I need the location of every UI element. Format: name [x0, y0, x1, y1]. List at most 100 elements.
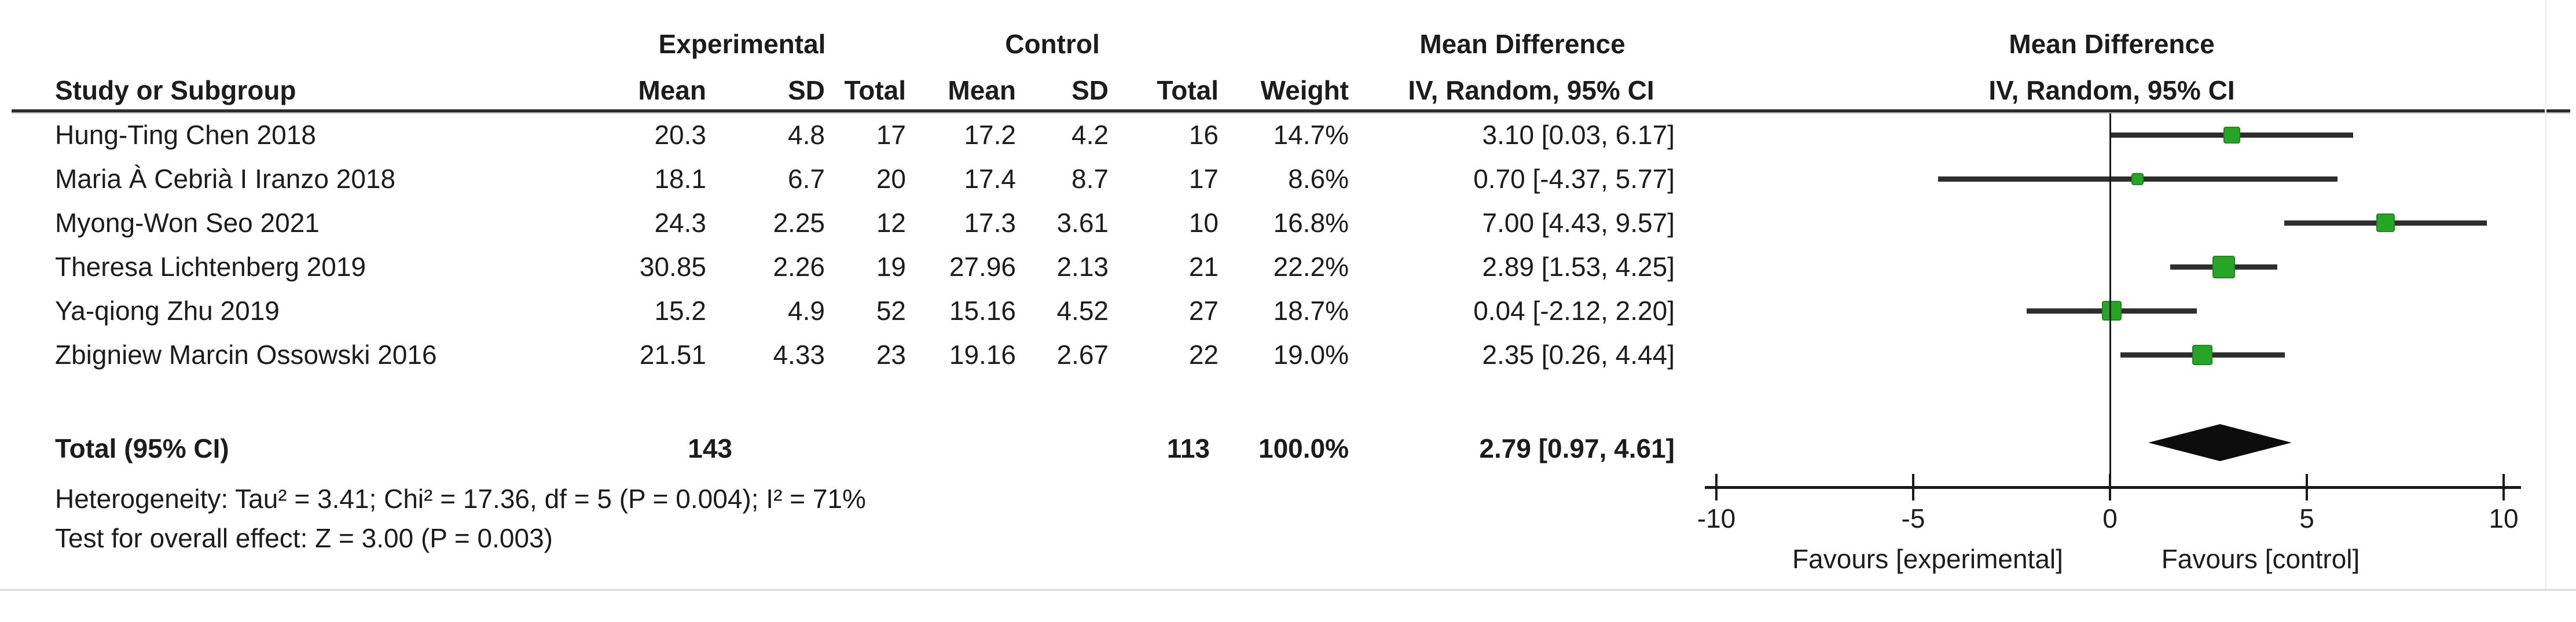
- study-name-cell: Ya-qiong Zhu 2019: [55, 296, 280, 326]
- exp-mean-cell: 15.2: [654, 296, 706, 326]
- md-label-cell: 2.89 [1.53, 4.25]: [1482, 252, 1675, 282]
- axis-tick: [1715, 474, 1718, 500]
- exp-total-cell: 52: [876, 296, 906, 326]
- favours-right-label: Favours [control]: [2161, 544, 2360, 574]
- overall-effect-text: Test for overall effect: Z = 3.00 (P = 0…: [55, 523, 553, 553]
- subheader-exp-total: Total: [844, 75, 906, 105]
- tick-label: 10: [2489, 503, 2519, 533]
- md-label-cell: 2.35 [0.26, 4.44]: [1482, 340, 1675, 370]
- ctl-mean-cell: 15.16: [949, 296, 1016, 326]
- md-label-cell: 7.00 [4.43, 9.57]: [1482, 208, 1675, 238]
- header-rule: [12, 109, 2570, 112]
- summary-diamond: [2148, 424, 2292, 461]
- header-mean-difference-plot: Mean Difference: [2009, 29, 2215, 59]
- exp-sd-cell: 2.25: [773, 208, 825, 238]
- subheader-ctl-mean: Mean: [948, 75, 1016, 105]
- ctl-sd-cell: 4.2: [1072, 120, 1109, 150]
- subheader-exp-mean: Mean: [638, 75, 706, 105]
- ctl-mean-cell: 17.2: [964, 120, 1016, 150]
- ctl-sd-cell: 2.67: [1056, 340, 1109, 370]
- weight-cell: 14.7%: [1273, 120, 1349, 150]
- ctl-mean-cell: 19.16: [949, 340, 1016, 370]
- ctl-total-cell: 10: [1188, 208, 1219, 238]
- ctl-sd-cell: 3.61: [1056, 208, 1109, 238]
- effect-marker: [2223, 127, 2240, 143]
- favours-left-label: Favours [experimental]: [1792, 544, 2063, 574]
- study-name-cell: Maria À Cebrià I Iranzo 2018: [55, 164, 396, 194]
- weight-cell: 22.2%: [1273, 252, 1349, 282]
- study-name-cell: Zbigniew Marcin Ossowski 2016: [55, 340, 437, 370]
- ctl-sd-cell: 2.13: [1056, 252, 1109, 282]
- total-exp-total-cell: 143: [688, 433, 732, 463]
- exp-mean-cell: 18.1: [654, 164, 706, 194]
- md-label-cell: 3.10 [0.03, 6.17]: [1482, 120, 1675, 150]
- zero-line: [2109, 113, 2111, 488]
- header-rule-shadow: [12, 112, 2570, 113]
- exp-total-cell: 12: [876, 208, 906, 238]
- subheader-exp-sd: SD: [788, 75, 825, 105]
- exp-total-cell: 23: [876, 340, 906, 370]
- tick-label: -5: [1901, 503, 1925, 533]
- tick-label: 5: [2299, 503, 2314, 533]
- ctl-sd-cell: 8.7: [1072, 164, 1109, 194]
- ctl-total-cell: 27: [1188, 296, 1219, 326]
- ctl-mean-cell: 17.3: [964, 208, 1016, 238]
- md-label-cell: 0.70 [-4.37, 5.77]: [1473, 164, 1675, 194]
- axis-tick: [2109, 474, 2111, 500]
- total-row-label: Total (95% CI): [55, 433, 229, 463]
- ctl-mean-cell: 27.96: [949, 252, 1016, 282]
- subheader-ctl-sd: SD: [1072, 75, 1109, 105]
- exp-total-cell: 17: [876, 120, 906, 150]
- ctl-sd-cell: 4.52: [1056, 296, 1109, 326]
- header-mean-difference-table: Mean Difference: [1419, 29, 1625, 59]
- tick-label: 0: [2102, 503, 2118, 533]
- total-ctl-total-cell: 113: [1166, 433, 1210, 463]
- subheader-ctl-total: Total: [1157, 75, 1219, 105]
- header-control: Control: [1005, 29, 1100, 59]
- ctl-total-cell: 17: [1188, 164, 1219, 194]
- effect-marker: [2212, 256, 2235, 278]
- ctl-total-cell: 21: [1188, 252, 1219, 282]
- subheader-weight: Weight: [1260, 75, 1349, 105]
- effect-marker: [2376, 214, 2395, 232]
- heterogeneity-text: Heterogeneity: Tau² = 3.41; Chi² = 17.36…: [55, 484, 866, 514]
- study-name-cell: Theresa Lichtenberg 2019: [55, 252, 366, 282]
- exp-mean-cell: 30.85: [639, 252, 706, 282]
- subheader-iv-random-plot: IV, Random, 95% CI: [1988, 75, 2235, 105]
- subheader-iv-random-table: IV, Random, 95% CI: [1408, 75, 1654, 105]
- ctl-total-cell: 22: [1188, 340, 1219, 370]
- axis-tick: [1912, 474, 1914, 500]
- study-name-cell: Myong-Won Seo 2021: [55, 208, 320, 238]
- exp-sd-cell: 4.33: [773, 340, 825, 370]
- exp-total-cell: 19: [876, 252, 906, 282]
- ctl-mean-cell: 17.4: [964, 164, 1016, 194]
- study-name-cell: Hung-Ting Chen 2018: [55, 120, 316, 150]
- total-md-ci-cell: 2.79 [0.97, 4.61]: [1479, 433, 1675, 463]
- weight-cell: 16.8%: [1273, 208, 1349, 238]
- header-experimental: Experimental: [658, 29, 826, 59]
- exp-sd-cell: 4.9: [788, 296, 825, 326]
- exp-total-cell: 20: [876, 164, 906, 194]
- x-axis: [1705, 486, 2521, 489]
- bottom-divider: [0, 589, 2576, 591]
- axis-tick: [2502, 474, 2505, 500]
- total-weight-cell: 100.0%: [1258, 433, 1349, 463]
- md-label-cell: 0.04 [-2.12, 2.20]: [1473, 296, 1675, 326]
- exp-sd-cell: 2.26: [773, 252, 825, 282]
- exp-mean-cell: 24.3: [654, 208, 706, 238]
- exp-sd-cell: 4.8: [788, 120, 825, 150]
- exp-mean-cell: 21.51: [639, 340, 706, 370]
- weight-cell: 19.0%: [1273, 340, 1349, 370]
- effect-marker: [2131, 173, 2144, 185]
- weight-cell: 18.7%: [1273, 296, 1349, 326]
- subheader-study-or-subgroup: Study or Subgroup: [55, 75, 296, 105]
- axis-tick: [2306, 474, 2308, 500]
- ctl-total-cell: 16: [1188, 120, 1219, 150]
- effect-marker: [2192, 345, 2212, 365]
- exp-mean-cell: 20.3: [654, 120, 706, 150]
- exp-sd-cell: 6.7: [788, 164, 825, 194]
- right-edge-line: [2545, 0, 2546, 589]
- effect-marker: [2102, 301, 2122, 321]
- tick-label: -10: [1697, 503, 1736, 533]
